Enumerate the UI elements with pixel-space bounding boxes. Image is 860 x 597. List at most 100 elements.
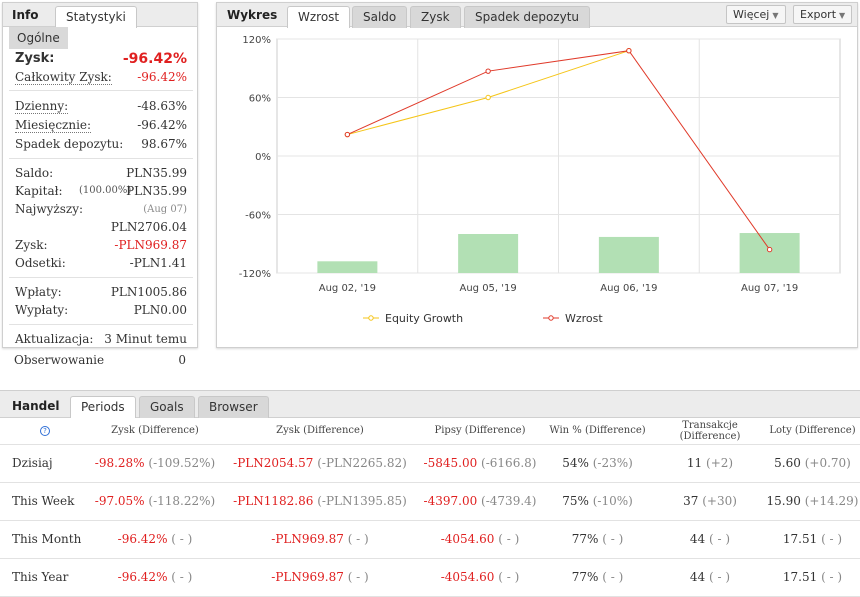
col-header: Zysk (Difference): [220, 418, 420, 445]
cell-difference: ( - ): [821, 570, 843, 584]
y-tick-label: 0%: [255, 152, 271, 163]
miesiecznie-value: -96.42%: [137, 118, 187, 132]
calkowity-zysk-label[interactable]: Całkowity Zysk:: [15, 70, 112, 85]
cell-difference: ( - ): [709, 532, 731, 546]
bar: [739, 233, 800, 273]
cell-value: -PLN1182.86: [233, 494, 314, 508]
cell-value: 11: [686, 456, 703, 470]
cell-value: -5845.00: [423, 456, 478, 470]
info-panel: Info Statystyki Ogólne Zysk: -96.42% Cał…: [2, 2, 198, 348]
cell-difference: (-118.22%): [148, 494, 216, 508]
chart-panel: Wykres Wzrost Saldo Zysk Spadek depozytu…: [216, 2, 858, 348]
cell-value: -PLN969.87: [271, 532, 344, 546]
zysk2-value: -PLN969.87: [114, 238, 187, 252]
growth-chart: 120% 60% 0% -60% -120% Aug 02, '19 Aug 05, '19…: [239, 35, 841, 325]
tab-goals[interactable]: Goals: [139, 396, 195, 418]
value-cell: 75% (-10%): [540, 482, 655, 521]
tab-browser[interactable]: Browser: [198, 396, 269, 418]
value-cell: 15.90 (+14.29): [765, 482, 860, 521]
kapital-percent: (100.00%): [79, 185, 132, 196]
tab-wzrost[interactable]: Wzrost: [287, 6, 351, 28]
chart-title: Wykres: [227, 8, 278, 22]
value-cell: 54% (-23%): [540, 444, 655, 483]
period-label: This Month: [12, 532, 82, 546]
y-tick-label: 120%: [242, 35, 271, 46]
observing-row: Obserwowanie 0: [14, 353, 186, 367]
cell-value: -PLN969.87: [271, 570, 344, 584]
zysk-value: -96.42%: [122, 51, 187, 67]
tab-zysk[interactable]: Zysk: [410, 6, 461, 28]
table-row: Dzisiaj -98.28% (-109.52%) -PLN2054.57 (-P…: [0, 444, 860, 483]
value-cell: -PLN1182.86 (-PLN1395.85): [220, 482, 420, 521]
divider: [9, 158, 193, 159]
calkowity-zysk-value: -96.42%: [137, 70, 187, 84]
miesiecznie-label[interactable]: Miesięcznie:: [15, 118, 92, 133]
value-cell: 77% ( - ): [540, 520, 655, 559]
value-cell: 37 (+30): [655, 482, 765, 521]
cell-value: 77%: [571, 532, 599, 546]
export-label: Export: [800, 8, 837, 21]
tab-periods[interactable]: Periods: [70, 396, 136, 418]
value-cell: -98.28% (-109.52%): [90, 444, 220, 483]
x-tick-label: Aug 05, '19: [459, 283, 516, 294]
data-point: [485, 68, 491, 74]
data-point: [344, 131, 351, 138]
kapital-label: Kapitał:: [15, 184, 63, 198]
legend-marker: [368, 315, 374, 321]
cell-difference: (+30): [702, 494, 737, 508]
wplaty-value: PLN1005.86: [110, 285, 187, 299]
handel-panel: Handel Periods Goals Browser ? Zysk (Dif…: [0, 390, 860, 597]
saldo-label: Saldo:: [15, 166, 54, 180]
period-label: This Year: [12, 570, 69, 584]
najwyzszy-label: Najwyższy:: [15, 202, 84, 216]
spadek-value: 98.67%: [141, 137, 187, 151]
cell-difference: (-6166.8): [481, 456, 537, 470]
cell-difference: ( - ): [347, 570, 369, 584]
wyplaty-value: PLN0.00: [133, 303, 187, 317]
aktualizacja-value: 3 Minut temu: [104, 332, 187, 346]
col-header: Zysk (Difference): [90, 418, 220, 445]
more-button[interactable]: Więcej ▼: [726, 5, 786, 24]
bar: [458, 234, 519, 273]
tab-saldo[interactable]: Saldo: [352, 6, 408, 28]
cell-value: 17.51: [782, 532, 818, 546]
subtab-ogolne[interactable]: Ogólne: [9, 27, 68, 49]
tab-statystyki[interactable]: Statystyki: [55, 6, 137, 28]
zysk-label: Zysk:: [15, 51, 55, 66]
odsetki-value: -PLN1.41: [129, 256, 187, 270]
info-panel-header: Info Statystyki: [3, 3, 197, 28]
observing-value: 0: [178, 353, 186, 367]
cell-difference: (+0.70): [804, 456, 851, 470]
period-cell: This Month: [0, 520, 90, 559]
saldo-value: PLN35.99: [126, 166, 187, 180]
cell-difference: ( - ): [171, 532, 193, 546]
cell-difference: ( - ): [498, 570, 520, 584]
value-cell: 11 (+2): [655, 444, 765, 483]
kapital-value: PLN35.99: [126, 184, 187, 198]
value-cell: 5.60 (+0.70): [765, 444, 860, 483]
data-point: [485, 94, 491, 101]
y-tick-label: -60%: [245, 211, 271, 222]
x-tick-label: Aug 02, '19: [319, 283, 376, 294]
cell-difference: (+14.29): [804, 494, 859, 508]
cell-difference: (-4739.4): [481, 494, 537, 508]
tab-spadek-depozytu[interactable]: Spadek depozytu: [464, 6, 591, 28]
cell-difference: ( - ): [602, 570, 624, 584]
dzienny-label[interactable]: Dzienny:: [15, 99, 69, 114]
value-cell: -5845.00 (-6166.8): [420, 444, 540, 483]
table-row: This Week -97.05% (-118.22%) -PLN1182.86 (…: [0, 482, 860, 521]
export-button[interactable]: Export ▼: [793, 5, 853, 24]
table-row: This Year -96.42% ( - ) -PLN969.87 ( - ) -4…: [0, 558, 860, 597]
col-header: Loty (Difference): [765, 418, 860, 445]
cell-difference: ( - ): [709, 570, 731, 584]
value-cell: -4054.60 ( - ): [420, 558, 540, 597]
najwyzszy-date: (Aug 07): [143, 204, 187, 215]
more-label: Więcej: [733, 8, 770, 21]
handel-header: Handel Periods Goals Browser: [0, 391, 860, 418]
value-cell: 77% ( - ): [540, 558, 655, 597]
period-cell: This Year: [0, 558, 90, 597]
stat-zysk: Zysk: -96.42%: [15, 51, 187, 67]
cell-difference: ( - ): [821, 532, 843, 546]
help-icon[interactable]: ?: [40, 426, 50, 437]
cell-difference: ( - ): [498, 532, 520, 546]
